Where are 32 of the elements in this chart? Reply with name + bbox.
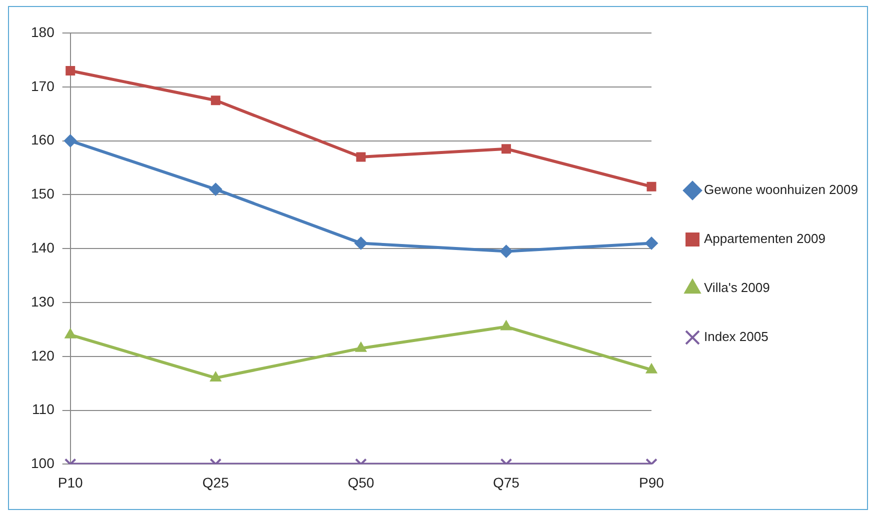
y-tick-label: 110 <box>32 401 55 418</box>
x-tick-label: Q50 <box>348 474 374 490</box>
point <box>354 236 368 250</box>
point <box>646 182 656 192</box>
y-tick-label: 120 <box>31 347 55 364</box>
x-tick-label: P90 <box>639 474 664 490</box>
legend-label: Villa's 2009 <box>704 280 770 296</box>
legend-label: Appartementen 2009 <box>704 231 826 246</box>
legend-label: Index 2005 <box>704 329 768 344</box>
point <box>356 152 366 162</box>
y-tick-label: 100 <box>31 455 55 472</box>
point <box>500 244 513 258</box>
point <box>645 236 658 250</box>
point <box>646 363 658 374</box>
x-tick-label: P10 <box>58 474 84 490</box>
y-tick-label: 150 <box>31 186 55 202</box>
point <box>66 66 76 76</box>
y-tick-label: 180 <box>31 24 55 40</box>
y-tick-label: 170 <box>31 78 55 94</box>
y-tick-label: 130 <box>31 293 55 310</box>
legend-label: Gewone woonhuizen 2009 <box>704 182 858 198</box>
x-tick-label: Q25 <box>202 474 230 490</box>
y-tick-label: 160 <box>31 132 55 148</box>
point <box>209 182 222 196</box>
point <box>501 144 511 154</box>
x-tick-label: Q75 <box>492 474 520 490</box>
point <box>355 342 367 352</box>
point <box>210 371 222 382</box>
point <box>64 328 76 338</box>
point <box>500 320 512 330</box>
point <box>210 96 220 106</box>
y-tick-label: 140 <box>31 239 55 256</box>
